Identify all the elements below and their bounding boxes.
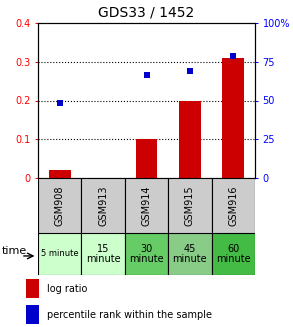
Text: 5 minute: 5 minute <box>41 250 79 259</box>
Text: 15
minute: 15 minute <box>86 244 120 265</box>
Text: log ratio: log ratio <box>47 284 87 294</box>
Bar <box>81 178 125 233</box>
Text: 60
minute: 60 minute <box>216 244 251 265</box>
Bar <box>222 58 244 178</box>
Bar <box>179 100 201 178</box>
Text: 45
minute: 45 minute <box>173 244 207 265</box>
Bar <box>26 305 39 324</box>
Text: 30
minute: 30 minute <box>129 244 164 265</box>
Text: GSM913: GSM913 <box>98 185 108 226</box>
Text: GSM916: GSM916 <box>228 185 238 226</box>
Bar <box>38 233 81 275</box>
Bar <box>168 233 212 275</box>
Bar <box>26 279 39 299</box>
Text: GSM908: GSM908 <box>55 185 65 226</box>
Bar <box>212 178 255 233</box>
Bar <box>125 178 168 233</box>
Bar <box>81 233 125 275</box>
Bar <box>125 233 168 275</box>
Text: GSM914: GSM914 <box>142 185 151 226</box>
Text: percentile rank within the sample: percentile rank within the sample <box>47 310 212 319</box>
Bar <box>136 139 157 178</box>
Bar <box>38 178 81 233</box>
Text: time: time <box>1 246 27 256</box>
Title: GDS33 / 1452: GDS33 / 1452 <box>98 5 195 19</box>
Bar <box>168 178 212 233</box>
Bar <box>212 233 255 275</box>
Bar <box>49 170 71 178</box>
Text: GSM915: GSM915 <box>185 185 195 226</box>
